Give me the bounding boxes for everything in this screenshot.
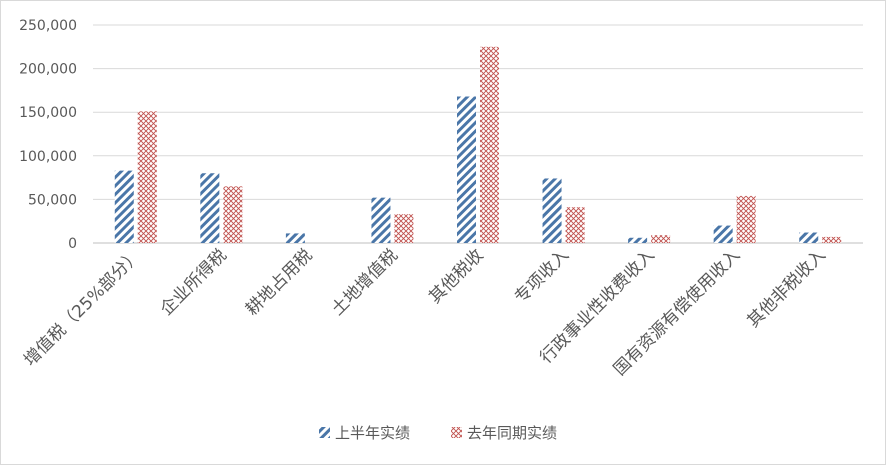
- gridlines: [93, 24, 863, 244]
- bar-first-half-1: [200, 173, 220, 243]
- bar-last-year-7: [736, 195, 756, 243]
- y-tick-label: 0: [68, 236, 77, 252]
- legend-label: 去年同期实绩: [467, 424, 557, 442]
- bar-first-half-2: [285, 233, 305, 243]
- bars: [114, 46, 842, 243]
- x-tick-label: 耕地占用税: [242, 245, 316, 319]
- bar-last-year-5: [565, 207, 585, 243]
- y-tick-label: 250,000: [19, 18, 77, 34]
- bar-last-year-4: [480, 46, 499, 243]
- bar-last-year-0: [137, 111, 157, 243]
- bar-last-year-8: [822, 236, 842, 243]
- y-tick-label: 200,000: [19, 62, 77, 78]
- y-tick-label: 50,000: [28, 192, 77, 208]
- bar-last-year-1: [223, 186, 243, 243]
- bar-first-half-3: [371, 197, 391, 243]
- bar-first-half-7: [713, 225, 733, 243]
- x-axis-tick-labels: 增值税（25%部分） 企业所得税 耕地占用税 土地增值税 其他税收 专项收入行政事业性收费…: [20, 245, 829, 380]
- legend-swatch: [319, 427, 330, 438]
- bar-first-half-0: [114, 170, 134, 243]
- legend-swatch: [451, 427, 462, 438]
- bar-last-year-3: [394, 214, 414, 243]
- legend-label: 上半年实绩: [335, 424, 410, 442]
- bar-first-half-8: [799, 232, 819, 243]
- y-tick-label: 100,000: [19, 149, 77, 165]
- bar-first-half-6: [628, 237, 648, 243]
- legend: 上半年实绩 去年同期实绩: [319, 424, 557, 442]
- y-axis-tick-labels: 0 50,000 100,000 150,000 200,000 250,000: [19, 18, 77, 252]
- x-tick-label: 专项收入: [511, 245, 573, 307]
- x-tick-label: 土地增值税: [328, 245, 402, 319]
- bar-last-year-6: [651, 235, 671, 243]
- bar-first-half-5: [542, 178, 562, 243]
- x-tick-label: 其他税收: [425, 245, 487, 307]
- bar-first-half-4: [457, 96, 476, 243]
- x-tick-label: 增值税（25%部分）: [20, 245, 145, 370]
- x-tick-label: 企业所得税: [157, 245, 231, 319]
- x-tick-label: 其他非税收入: [743, 245, 829, 331]
- y-tick-label: 150,000: [19, 105, 77, 121]
